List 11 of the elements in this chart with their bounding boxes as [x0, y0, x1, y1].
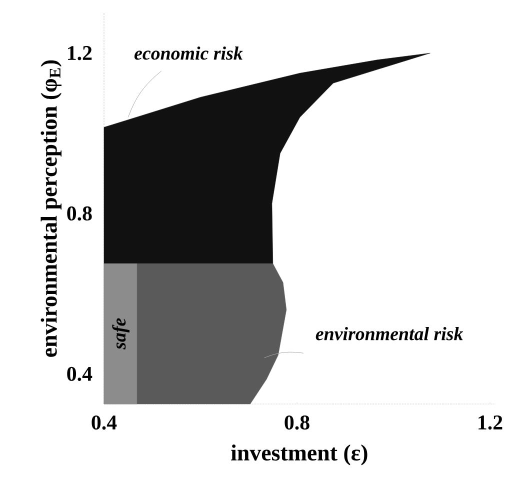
- x-tick-label: 0.8: [284, 415, 310, 430]
- annotation: safe: [112, 318, 130, 350]
- y-tick-label: 0.4: [67, 366, 92, 382]
- y-axis-title: environmental perception (φ$_{E}$): [40, 60, 62, 357]
- x-tick-label: 0.4: [92, 415, 117, 430]
- annotation: economic risk: [134, 46, 243, 60]
- y-tick-label: 1.2: [68, 46, 92, 60]
- annotation: environmental risk: [316, 326, 464, 340]
- y-tick-label: 0.8: [67, 206, 92, 221]
- x-tick-label: 1.2: [478, 415, 502, 430]
- x-axis-title: investment (ε): [231, 444, 368, 466]
